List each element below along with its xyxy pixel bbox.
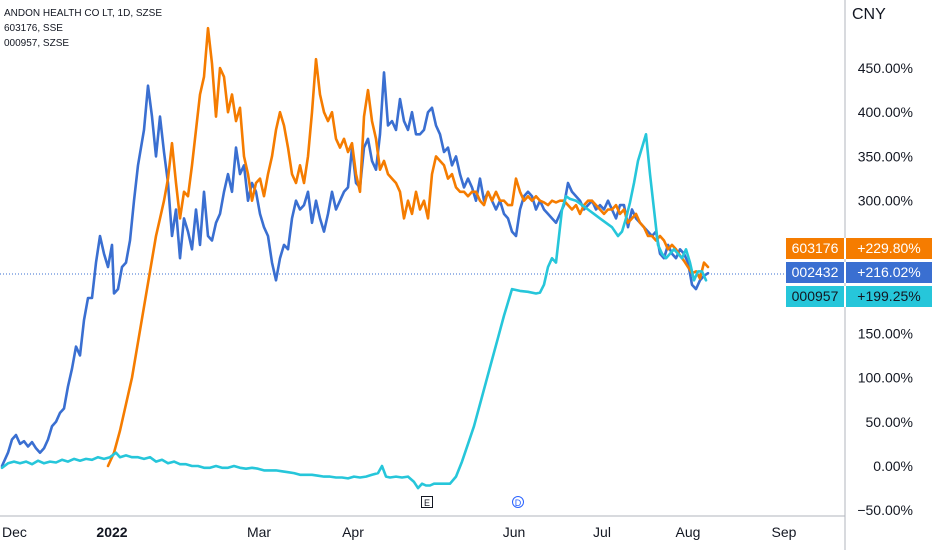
x-tick-label: Sep — [772, 524, 797, 540]
legend-compare-symbol-2: 000957, SZSE — [4, 38, 70, 49]
badge-symbol: 002432 — [791, 264, 839, 280]
earnings-marker-icon[interactable]: E — [421, 496, 433, 508]
y-tick-label: 100.00% — [858, 370, 913, 386]
price-badge-002432[interactable]: 002432 +216.02% — [786, 262, 932, 283]
series-line-603176 — [106, 26, 710, 468]
y-tick-label: 300.00% — [858, 193, 913, 209]
x-tick-label: Dec — [2, 524, 27, 540]
badge-value: +216.02% — [857, 264, 921, 280]
x-tick-label: Aug — [676, 524, 701, 540]
badge-symbol: 603176 — [791, 240, 839, 256]
x-tick-label: Jul — [593, 524, 611, 540]
series-line-000957 — [0, 133, 708, 490]
badge-divider — [844, 238, 846, 259]
badge-value: +229.80% — [857, 240, 921, 256]
y-tick-label: 50.00% — [866, 414, 913, 430]
y-tick-label: 400.00% — [858, 104, 913, 120]
x-axis-ticks: Dec 2022 Mar Apr Jun Jul Aug Sep — [2, 524, 797, 540]
badge-divider — [844, 286, 846, 307]
x-tick-label: Mar — [247, 524, 271, 540]
chart-axes — [0, 0, 846, 550]
x-tick-label: 2022 — [96, 524, 127, 540]
x-tick-label: Jun — [503, 524, 526, 540]
dividend-marker-icon[interactable]: D — [512, 496, 524, 508]
chart-legend: ANDON HEALTH CO LT, 1D, SZSE 603176, SSE… — [4, 6, 162, 51]
price-badge-603176[interactable]: 603176 +229.80% — [786, 238, 932, 259]
currency-label[interactable]: CNY — [852, 6, 886, 23]
price-badge-000957[interactable]: 000957 +199.25% — [786, 286, 932, 307]
y-tick-label: 0.00% — [873, 458, 913, 474]
badge-value: +199.25% — [857, 288, 921, 304]
y-tick-label: 450.00% — [858, 60, 913, 76]
x-tick-label: Apr — [342, 524, 364, 540]
series-lines — [0, 26, 710, 490]
badge-symbol: 000957 — [791, 288, 839, 304]
y-tick-label: 150.00% — [858, 325, 913, 341]
series-line-002432 — [0, 71, 710, 468]
y-tick-label: −50.00% — [857, 502, 913, 518]
y-tick-label: 350.00% — [858, 148, 913, 164]
badge-divider — [844, 262, 846, 283]
legend-main-symbol: ANDON HEALTH CO LT, 1D, SZSE — [4, 8, 162, 19]
legend-compare-symbol-1: 603176, SSE — [4, 23, 63, 34]
